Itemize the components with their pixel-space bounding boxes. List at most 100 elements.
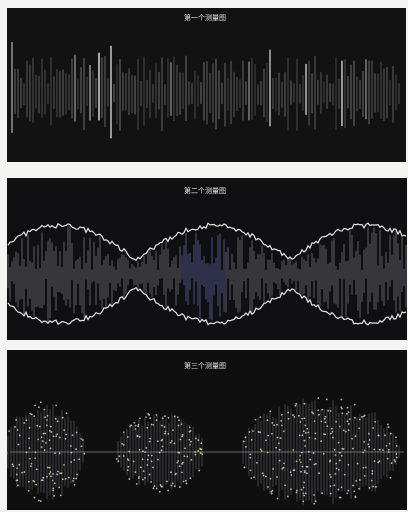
texture xyxy=(324,421,327,424)
texture xyxy=(34,451,37,454)
texture xyxy=(29,412,32,415)
texture xyxy=(150,454,153,457)
texture xyxy=(282,430,285,433)
texture xyxy=(35,468,38,471)
texture xyxy=(259,431,261,434)
texture xyxy=(338,459,341,462)
texture xyxy=(292,414,294,417)
texture xyxy=(395,456,398,459)
texture xyxy=(371,472,374,475)
texture xyxy=(355,479,358,482)
texture xyxy=(313,502,316,505)
texture xyxy=(388,442,391,445)
texture xyxy=(161,445,164,448)
texture xyxy=(301,434,304,437)
texture xyxy=(377,461,380,464)
texture xyxy=(344,430,347,433)
texture xyxy=(356,462,359,465)
texture xyxy=(14,426,16,428)
texture xyxy=(144,476,146,479)
texture xyxy=(176,461,179,464)
texture xyxy=(7,286,407,326)
texture xyxy=(169,441,172,444)
texture xyxy=(256,462,258,464)
texture xyxy=(261,472,264,475)
texture xyxy=(170,439,173,442)
texture xyxy=(272,468,274,470)
texture xyxy=(36,424,39,427)
texture xyxy=(347,423,350,425)
texture xyxy=(47,466,49,469)
texture xyxy=(295,489,298,492)
texture xyxy=(23,422,26,424)
texture xyxy=(313,420,316,423)
texture xyxy=(303,494,306,497)
texture xyxy=(302,492,305,495)
texture xyxy=(63,429,66,432)
texture xyxy=(182,461,184,464)
texture xyxy=(117,460,120,463)
texture xyxy=(276,423,279,426)
texture xyxy=(161,417,164,420)
texture xyxy=(299,421,302,423)
texture xyxy=(197,450,200,452)
texture xyxy=(172,429,174,432)
texture xyxy=(245,445,247,448)
texture xyxy=(257,431,260,433)
texture xyxy=(374,485,377,488)
texture xyxy=(122,431,125,434)
texture xyxy=(340,398,343,401)
texture xyxy=(59,436,61,439)
texture xyxy=(181,471,183,474)
texture xyxy=(303,439,306,442)
texture xyxy=(15,473,18,476)
texture xyxy=(159,483,162,486)
texture xyxy=(286,495,289,498)
texture xyxy=(145,416,147,419)
texture xyxy=(334,472,337,475)
texture xyxy=(54,417,57,420)
texture xyxy=(340,454,343,457)
texture xyxy=(324,415,327,418)
texture xyxy=(37,499,40,502)
texture xyxy=(80,438,83,440)
texture xyxy=(386,457,389,460)
texture xyxy=(12,465,15,468)
texture xyxy=(137,477,140,480)
texture xyxy=(61,478,64,481)
texture xyxy=(30,462,33,465)
texture xyxy=(160,485,163,488)
texture xyxy=(249,456,252,459)
panel-1 xyxy=(7,8,406,162)
texture xyxy=(150,481,152,483)
texture xyxy=(183,455,186,458)
texture xyxy=(273,424,276,427)
texture xyxy=(346,412,348,415)
texture xyxy=(160,439,163,442)
texture xyxy=(304,492,307,495)
texture xyxy=(271,489,274,492)
texture xyxy=(170,471,172,474)
texture xyxy=(50,431,53,433)
texture xyxy=(17,443,20,446)
texture xyxy=(248,431,251,433)
texture xyxy=(363,449,366,452)
texture xyxy=(118,455,121,458)
texture xyxy=(129,425,132,428)
texture xyxy=(137,423,140,426)
texture xyxy=(128,478,131,480)
texture xyxy=(262,474,265,477)
texture xyxy=(184,479,187,482)
texture xyxy=(276,476,278,478)
panel-title: 第三个测量图 xyxy=(184,361,226,370)
texture xyxy=(158,490,161,493)
texture xyxy=(253,476,255,479)
texture xyxy=(61,416,64,419)
texture xyxy=(368,439,371,441)
texture xyxy=(182,480,185,483)
texture xyxy=(80,445,83,448)
texture xyxy=(354,417,356,419)
texture xyxy=(27,489,30,492)
texture xyxy=(146,464,149,466)
texture xyxy=(160,424,163,427)
